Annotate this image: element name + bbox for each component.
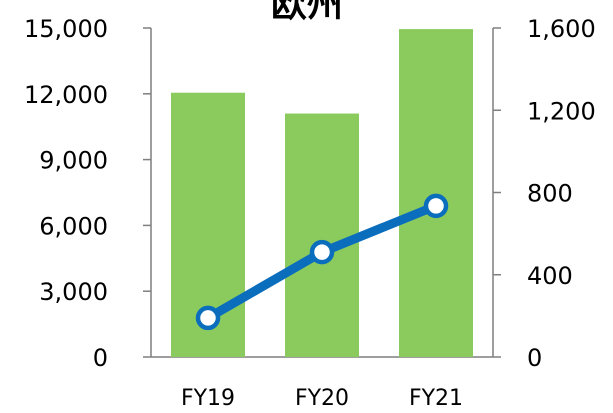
x-tick-label: FY19	[181, 386, 235, 411]
chart-title: 欧州	[271, 0, 343, 25]
right-tick-label: 1,200	[527, 97, 596, 125]
right-tick-label: 0	[527, 344, 542, 372]
right-tick-label: 800	[527, 180, 573, 208]
right-tick-label: 400	[527, 262, 573, 290]
left-axis-ticks: 0 3,000 6,000 9,000 12,000 15,000	[24, 15, 151, 372]
x-axis-labels: FY19 FY20 FY21	[181, 386, 463, 411]
bar-fy20	[285, 113, 359, 357]
right-axis-ticks: 0 400 800 1,200 1,600	[493, 15, 596, 372]
line-point-fy21	[423, 193, 449, 219]
left-tick-label: 0	[93, 344, 108, 372]
left-tick-label: 9,000	[39, 147, 108, 175]
left-tick-label: 12,000	[24, 81, 108, 109]
line-point-fy19	[195, 305, 221, 331]
line-series	[195, 193, 449, 331]
bar-series	[171, 29, 473, 357]
bar-fy21	[399, 29, 473, 357]
x-tick-label: FY21	[409, 386, 463, 411]
left-tick-label: 15,000	[24, 15, 108, 43]
x-tick-label: FY20	[295, 386, 349, 411]
left-tick-label: 6,000	[39, 212, 108, 240]
right-tick-label: 1,600	[527, 15, 596, 43]
left-tick-label: 3,000	[39, 278, 108, 306]
line-point-fy20	[309, 239, 335, 265]
